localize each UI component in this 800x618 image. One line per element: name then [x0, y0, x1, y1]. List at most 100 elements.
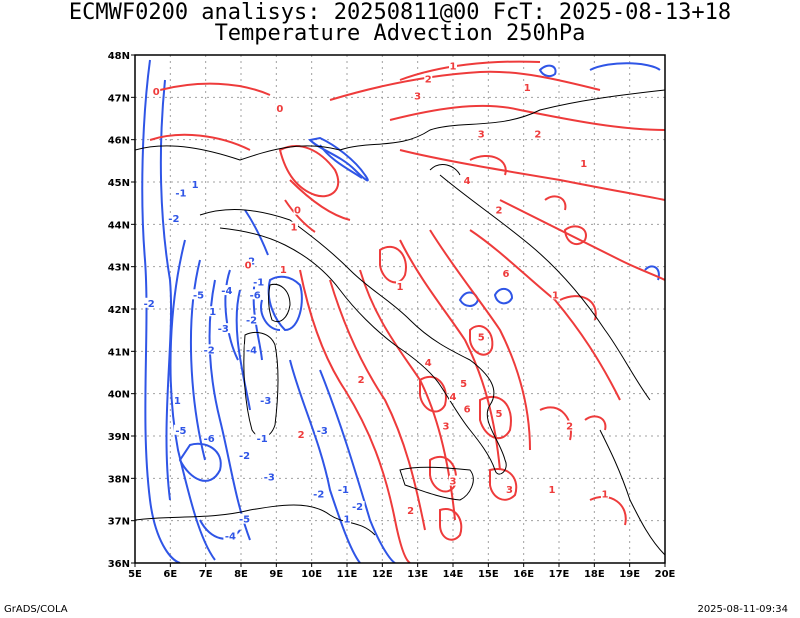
contour-label: -4 [221, 286, 232, 297]
footer-timestamp: 2025-08-11-09:34 [697, 604, 788, 615]
contour-label: 0 [294, 206, 301, 217]
lon-tick-label: 17E [549, 569, 570, 580]
contour-label-bg [357, 373, 366, 384]
contour-label-bg [533, 128, 542, 139]
contour-label-bg [297, 429, 306, 439]
contour-label: 2 [407, 506, 414, 517]
contour-label: 1 [344, 515, 351, 526]
contour-label: 3 [450, 477, 457, 488]
contour-label: 5 [478, 333, 485, 344]
contour-label-bg [494, 407, 503, 418]
contour-label: 3 [442, 422, 449, 433]
lon-tick-label: 11E [337, 569, 358, 580]
contour-label-bg [406, 505, 415, 516]
contour-label: 6 [464, 405, 471, 416]
lon-tick-label: 18E [584, 569, 605, 580]
contour-label-bg [449, 390, 457, 401]
lon-tick-label: 9E [269, 569, 283, 580]
contour-label-bg [223, 530, 238, 541]
contour-label-bg [579, 158, 588, 169]
contour-label-bg [463, 175, 472, 185]
contour-label-bg [477, 331, 486, 342]
lat-tick-label: 36N [108, 559, 130, 570]
lat-tick-label: 38N [108, 474, 130, 485]
contour-label-bg [152, 86, 161, 97]
contour-label: -1 [175, 189, 186, 200]
contour-label: 1 [291, 223, 298, 234]
lon-tick-label: 12E [372, 569, 393, 580]
contour-label: -2 [239, 451, 250, 462]
contour-label-bg [424, 357, 433, 368]
contour-label-bg [449, 475, 457, 486]
contour-label-bg [173, 187, 188, 198]
contour-label-bg [315, 424, 330, 435]
contour-label: 2 [566, 422, 573, 433]
contour-label: 4 [425, 358, 432, 369]
lon-tick-label: 8E [234, 569, 248, 580]
lon-tick-label: 6E [163, 569, 177, 580]
chart-title-line2: Temperature Advection 250hPa [214, 21, 586, 46]
lon-tick-label: 19E [619, 569, 640, 580]
contour-label: -3 [218, 324, 229, 335]
contour-label: -2 [144, 299, 155, 310]
contour-label: 2 [425, 74, 432, 85]
contour-label-bg [494, 204, 503, 215]
contour-label-bg [502, 268, 510, 279]
contour-label: -2 [352, 502, 363, 513]
contour-label: 4 [464, 176, 471, 187]
contour-label-bg [262, 471, 277, 482]
contour-label: -3 [264, 472, 275, 483]
lon-tick-label: 13E [407, 569, 428, 580]
contour-label: 3 [506, 485, 513, 496]
lat-tick-label: 39N [108, 432, 130, 443]
contour-label-bg [600, 488, 609, 499]
contour-label: 1 [209, 307, 216, 318]
lon-tick-label: 5E [128, 569, 142, 580]
contour-label-bg [459, 378, 468, 389]
contour-label-bg [290, 221, 298, 232]
lon-tick-label: 14E [443, 569, 464, 580]
contour-label-bg [244, 259, 253, 270]
contour-label: 2 [298, 430, 305, 441]
footer-credit: GrADS/COLA [4, 604, 68, 615]
contour-label-bg [343, 513, 351, 524]
lat-tick-label: 44N [108, 220, 130, 231]
contour-label-bg [251, 276, 266, 287]
axis-ticks: 5E 6E 7E 8E 9E 10E 11E 12E 13E 14E 15E 16E 17E 18E 19E… [108, 51, 676, 580]
contour-label-bg [477, 128, 486, 139]
contour-label-bg [173, 424, 188, 435]
contour-label: 1 [450, 62, 457, 73]
contour-label-bg [463, 403, 472, 414]
contour-label-bg [396, 280, 404, 291]
contour-label-bg [244, 344, 259, 355]
lat-tick-label: 40N [108, 390, 130, 401]
lat-tick-label: 48N [108, 51, 130, 62]
contour-label: -3 [317, 426, 328, 437]
lon-tick-label: 10E [301, 569, 322, 580]
contour-label: 4 [450, 392, 457, 403]
contour-field [141, 59, 665, 563]
contour-label-bg [258, 395, 273, 406]
contour-label: -2 [168, 214, 179, 225]
contour-label-bg [216, 323, 231, 334]
contour-label: 1 [397, 282, 404, 293]
contour-label: 0 [276, 104, 283, 115]
contour-label: 1 [524, 83, 531, 94]
contour-label: 1 [552, 290, 559, 301]
contour-label-bg [202, 433, 217, 444]
contour-label: 3 [414, 91, 421, 102]
contour-label: -2 [313, 489, 324, 500]
contour-label-bg [237, 450, 252, 461]
contour-label-bg [173, 395, 182, 406]
contour-label: 6 [503, 269, 510, 280]
contour-label: -1 [257, 434, 268, 445]
contour-label-bg [505, 484, 514, 495]
contour-label: 1 [174, 396, 181, 407]
contour-label: -3 [260, 396, 271, 407]
contour-label: 1 [580, 159, 587, 170]
positive-contours [149, 60, 665, 563]
contour-label-bg [336, 484, 351, 495]
contour-label-bg [208, 306, 217, 317]
contour-label: 0 [245, 261, 252, 272]
contour-label-bg [293, 204, 302, 215]
